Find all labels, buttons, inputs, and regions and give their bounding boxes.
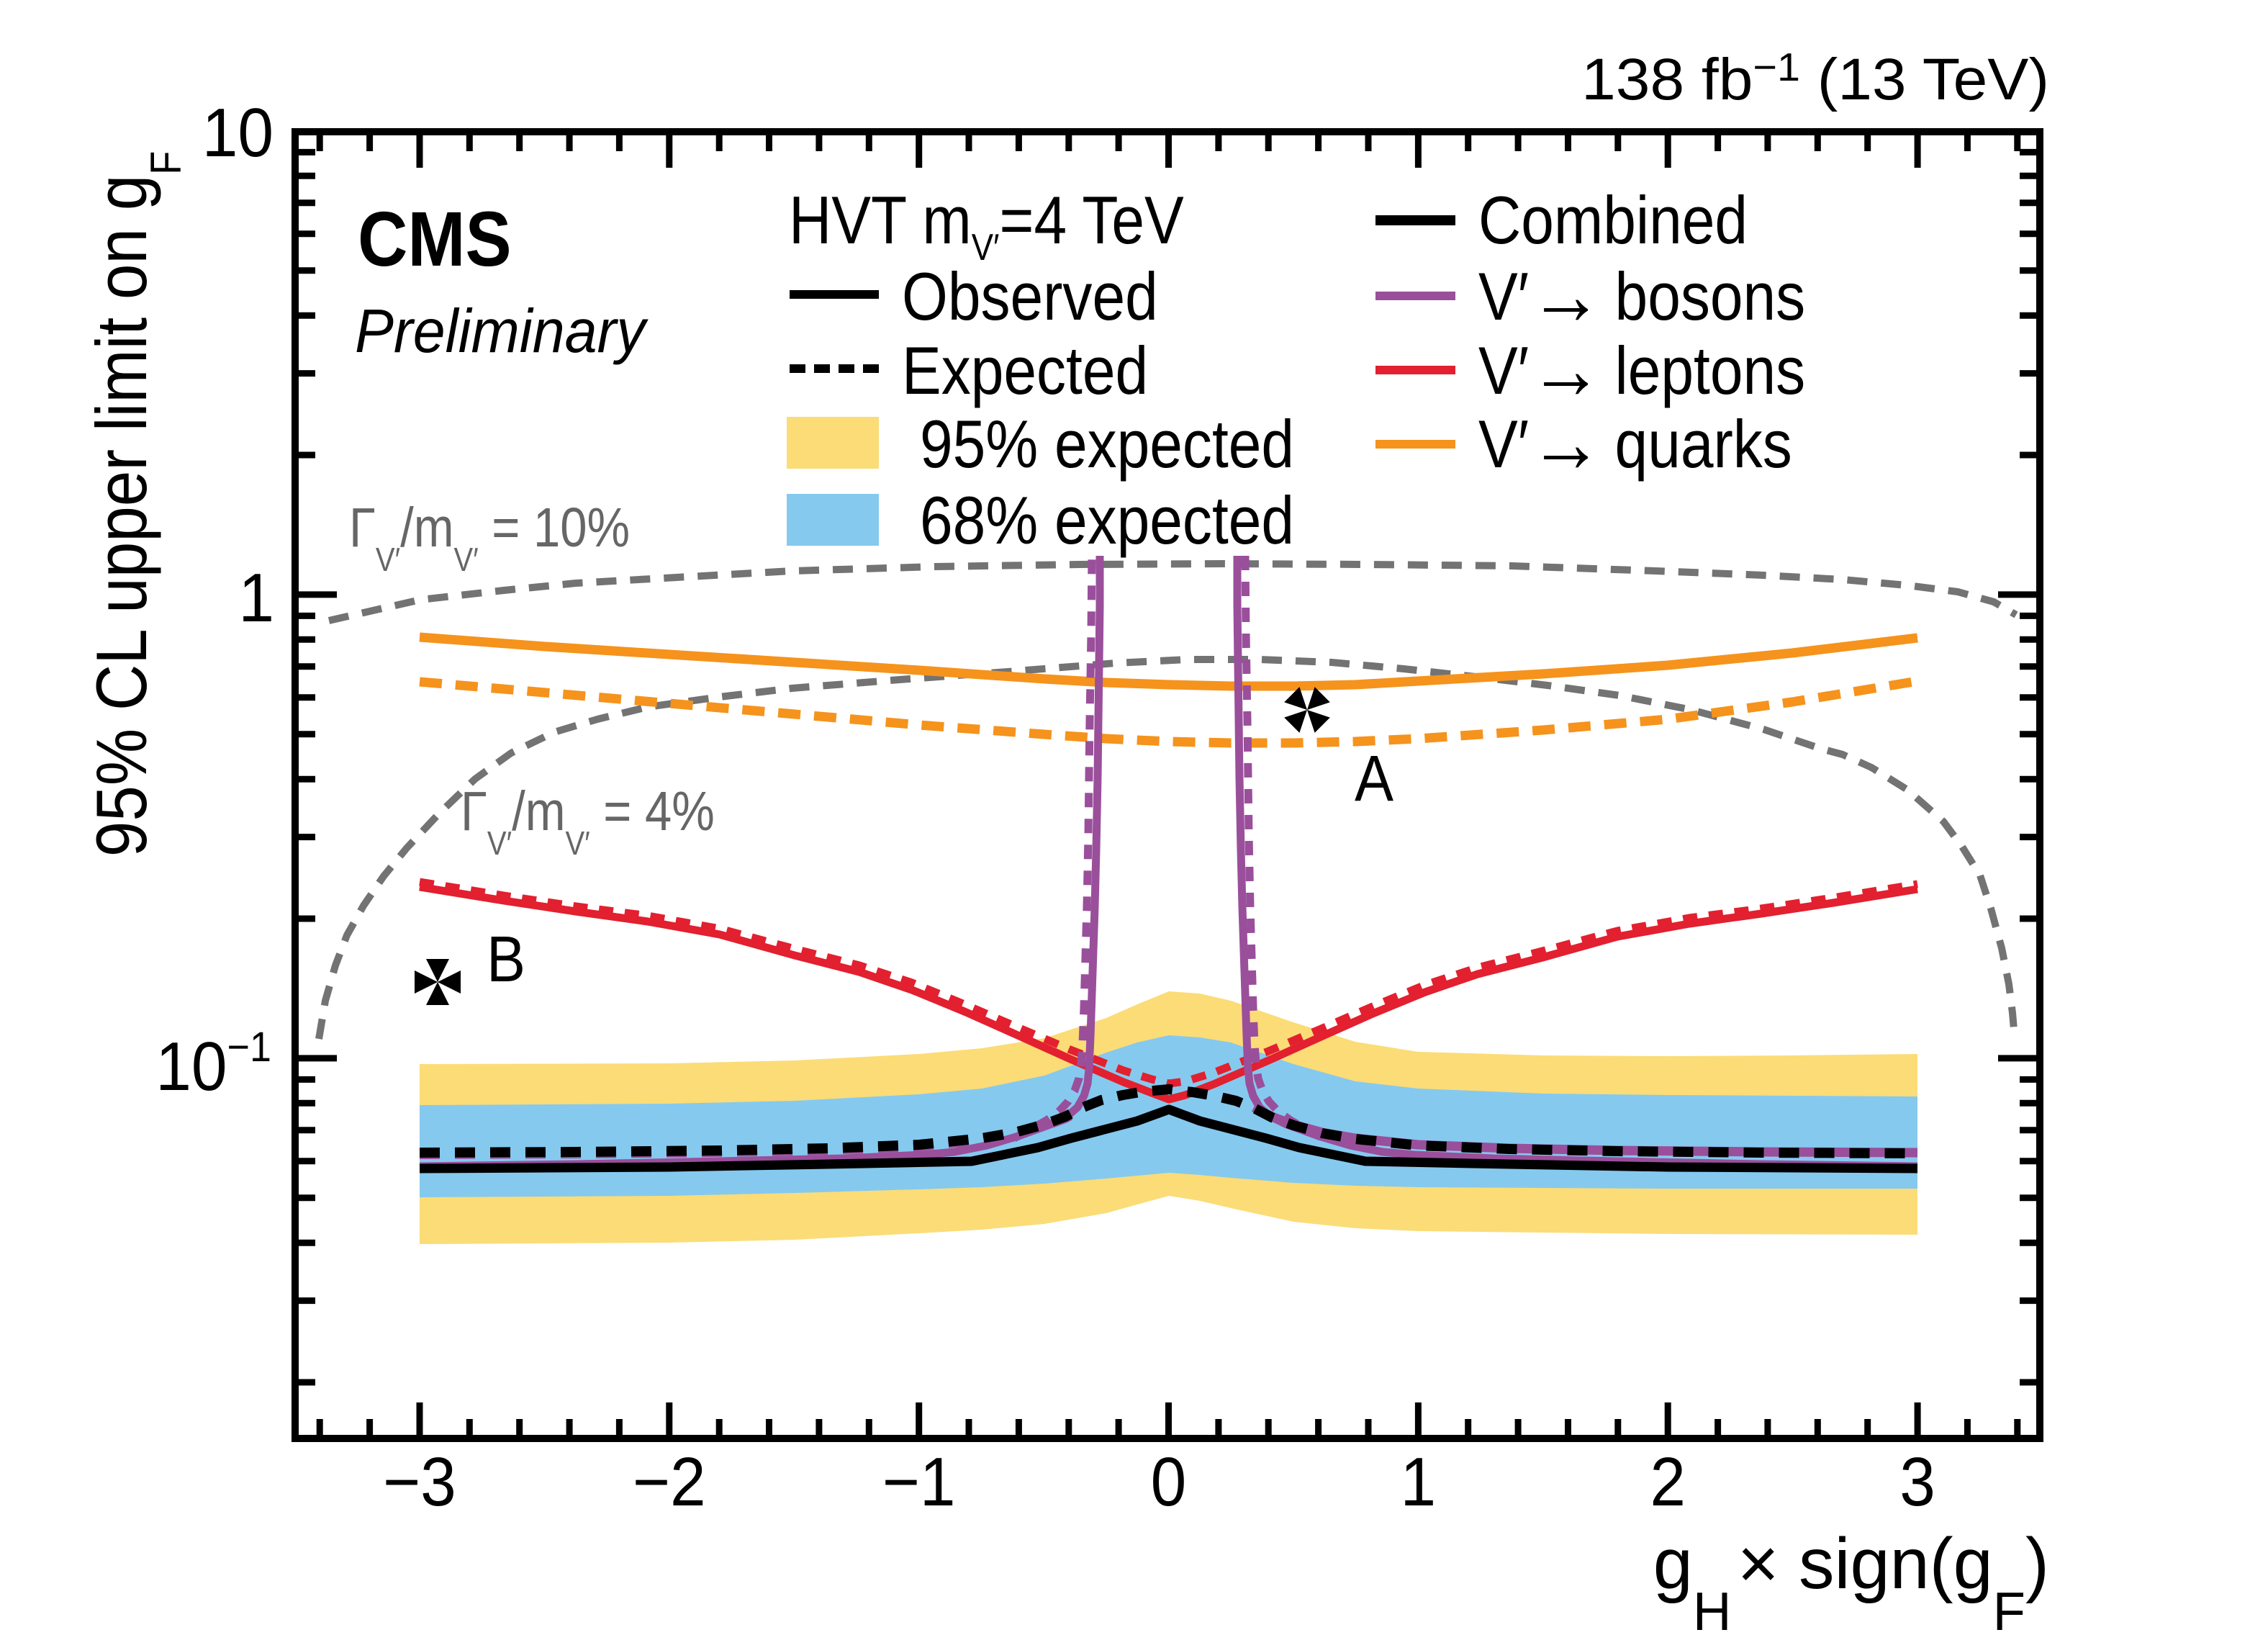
svg-text:−1: −1 xyxy=(882,1443,956,1521)
svg-text:B: B xyxy=(487,923,525,996)
svg-text:V′→ leptons: V′→ leptons xyxy=(1478,323,1805,417)
svg-text:3: 3 xyxy=(1899,1443,1935,1521)
svg-text:10: 10 xyxy=(202,94,274,171)
svg-text:Expected: Expected xyxy=(902,333,1148,408)
svg-text:Observed: Observed xyxy=(902,258,1158,334)
svg-text:1: 1 xyxy=(1401,1443,1437,1521)
svg-text:68% expected: 68% expected xyxy=(920,482,1294,558)
svg-text:V′→ bosons: V′→ bosons xyxy=(1478,248,1805,343)
svg-text:1: 1 xyxy=(238,559,274,636)
svg-text:−3: −3 xyxy=(383,1443,456,1521)
svg-text:2: 2 xyxy=(1650,1443,1686,1521)
svg-text:138 fb−1 (13 TeV): 138 fb−1 (13 TeV) xyxy=(1581,45,2049,112)
svg-text:Combined: Combined xyxy=(1478,182,1748,258)
svg-text:V′→ quarks: V′→ quarks xyxy=(1478,396,1792,490)
svg-text:95% expected: 95% expected xyxy=(920,406,1294,482)
svg-text:CMS: CMS xyxy=(358,195,512,282)
svg-text:A: A xyxy=(1355,742,1393,815)
svg-text:Preliminary: Preliminary xyxy=(355,297,649,365)
svg-text:0: 0 xyxy=(1151,1443,1187,1521)
svg-text:−2: −2 xyxy=(633,1443,706,1521)
